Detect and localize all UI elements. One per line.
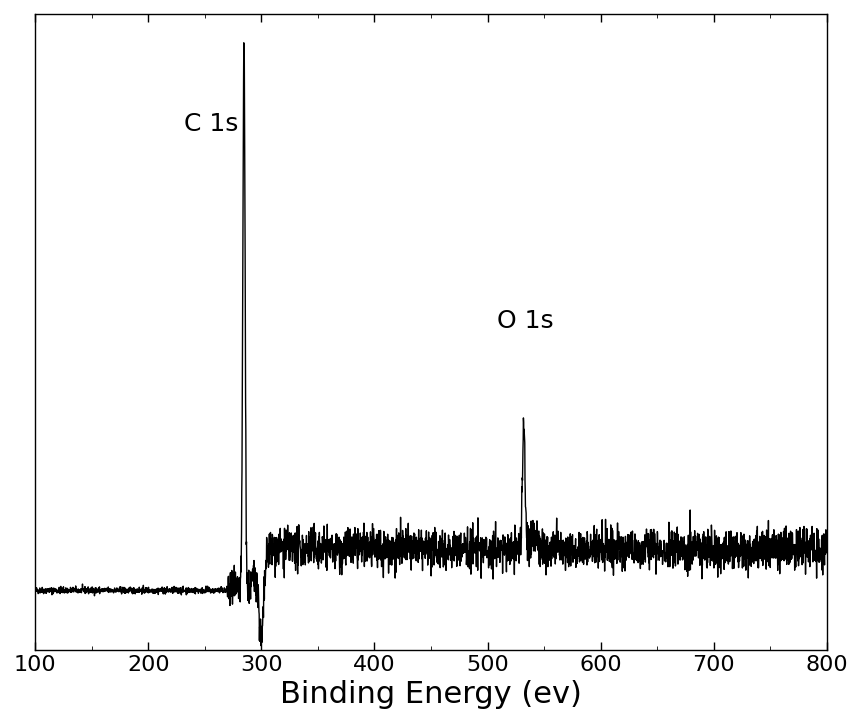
- Text: C 1s: C 1s: [184, 112, 238, 136]
- X-axis label: Binding Energy (ev): Binding Energy (ev): [280, 680, 581, 709]
- Text: O 1s: O 1s: [496, 309, 553, 333]
